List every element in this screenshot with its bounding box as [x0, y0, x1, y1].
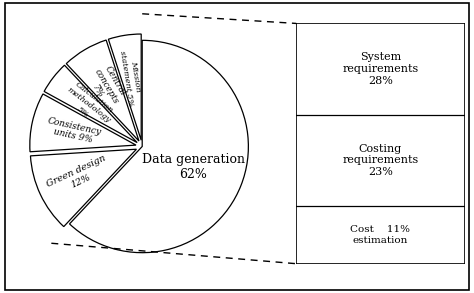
- Text: Central
concepts
7%: Central concepts 7%: [84, 62, 129, 110]
- Wedge shape: [109, 34, 141, 140]
- Text: Consistency
units 9%: Consistency units 9%: [45, 116, 103, 147]
- Text: Mission
statement 5%: Mission statement 5%: [118, 48, 144, 106]
- Wedge shape: [30, 149, 137, 226]
- Text: Costing
requirements
23%: Costing requirements 23%: [342, 144, 419, 177]
- Wedge shape: [66, 40, 139, 141]
- Text: Green design
12%: Green design 12%: [46, 154, 112, 199]
- Wedge shape: [30, 94, 136, 152]
- Wedge shape: [70, 40, 248, 253]
- Text: Calculation
methodology
5%: Calculation methodology 5%: [60, 78, 118, 131]
- Text: Cost    11%
estimation: Cost 11% estimation: [350, 225, 410, 245]
- Text: Data generation
62%: Data generation 62%: [142, 153, 245, 181]
- Wedge shape: [44, 65, 137, 143]
- Text: System
requirements
28%: System requirements 28%: [342, 52, 419, 86]
